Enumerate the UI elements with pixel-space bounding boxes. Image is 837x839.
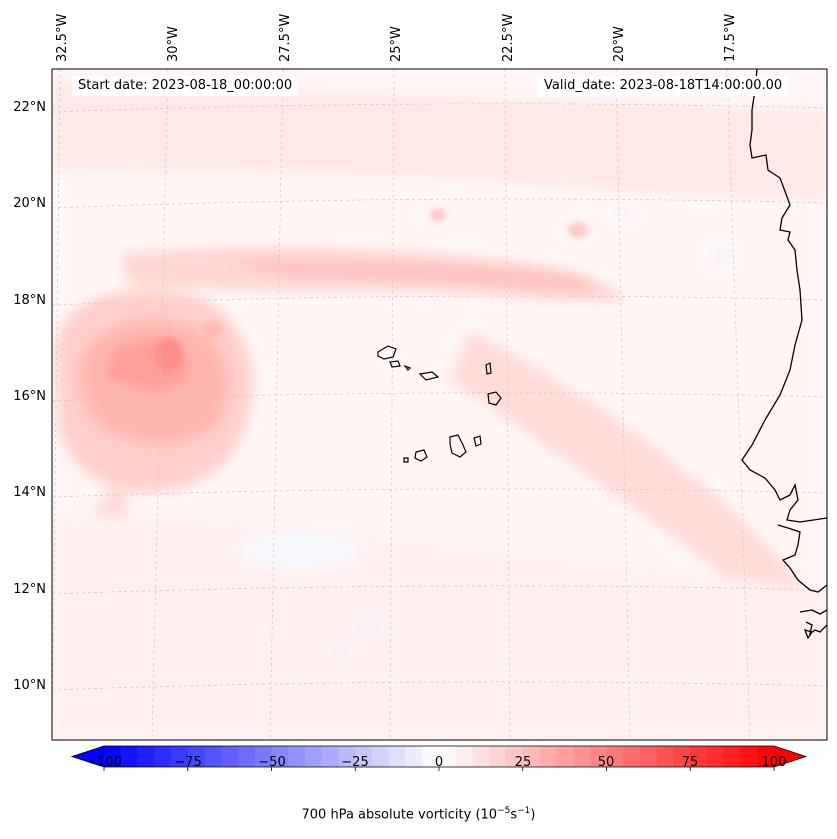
- colorbar-title-mid: s: [510, 807, 518, 823]
- coastline: [741, 69, 827, 640]
- colorbar-swatch: [439, 746, 457, 767]
- colorbar-swatch: [623, 746, 641, 767]
- colorbar-swatch: [740, 746, 758, 767]
- colorbar-swatch: [355, 746, 373, 767]
- colorbar-swatch: [723, 746, 742, 767]
- lat-label: 12°N: [13, 582, 46, 597]
- colorbar-title: 700 hPa absolute vorticity (10−5s−1): [0, 806, 837, 822]
- islands: [377, 345, 502, 463]
- lat-label: 20°N: [13, 196, 46, 211]
- colorbar-swatch: [120, 746, 139, 767]
- colorbar-tick: −75: [174, 755, 201, 770]
- lat-label: 10°N: [13, 678, 46, 693]
- colorbar-tick: −100: [86, 755, 122, 770]
- colorbar-swatch: [305, 746, 323, 767]
- vorticity-field: [52, 69, 827, 740]
- colorbar-title-prefix: 700 hPa absolute vorticity (10: [301, 807, 498, 823]
- colorbar-swatch: [539, 746, 557, 767]
- colorbar-swatch: [221, 746, 239, 767]
- colorbar-swatch: [254, 746, 273, 767]
- colorbar-swatch: [338, 746, 356, 767]
- colorbar-swatch: [154, 746, 172, 767]
- colorbar-extend-min: [72, 746, 104, 767]
- colorbar-swatch: [187, 746, 206, 767]
- lon-label: 27.5°W: [278, 14, 293, 62]
- gridlines: [52, 69, 827, 740]
- colorbar-swatch: [288, 746, 306, 767]
- colorbar-title-exp2: −1: [517, 806, 531, 816]
- colorbar-title-suffix: ): [530, 807, 536, 823]
- colorbar-swatch: [656, 746, 675, 767]
- colorbar-swatch: [589, 746, 608, 767]
- colorbar-swatch: [171, 746, 189, 767]
- colorbar-tick: 0: [435, 755, 443, 770]
- lon-label: 22.5°W: [501, 14, 516, 62]
- colorbar-swatch: [405, 746, 423, 767]
- colorbar-swatch: [606, 746, 624, 767]
- colorbar-swatch: [238, 746, 256, 767]
- lat-label: 22°N: [13, 100, 46, 115]
- colorbar-swatch: [573, 746, 591, 767]
- colorbar-swatch: [489, 746, 507, 767]
- colorbar: [70, 745, 808, 771]
- colorbar-swatch: [522, 746, 541, 767]
- colorbar-swatch: [271, 746, 289, 767]
- lon-label: 32.5°W: [55, 14, 70, 62]
- lon-label: 17.5°W: [723, 14, 738, 62]
- lat-label: 14°N: [13, 485, 46, 500]
- colorbar-swatch: [388, 746, 407, 767]
- map-frame: [51, 68, 828, 741]
- colorbar-swatch: [472, 746, 490, 767]
- colorbar-swatch: [137, 746, 155, 767]
- colorbar-swatch: [422, 746, 440, 767]
- colorbar-tick: 50: [598, 755, 615, 770]
- colorbar-tick: −50: [258, 755, 285, 770]
- colorbar-swatch: [757, 746, 775, 767]
- colorbar-swatch: [506, 746, 524, 767]
- colorbar-swatch: [673, 746, 691, 767]
- colorbar-tick: 75: [682, 755, 699, 770]
- lat-labels: 22°N 20°N 18°N 16°N 14°N 12°N 10°N: [13, 100, 46, 693]
- colorbar-tick: 100: [762, 755, 787, 770]
- colorbar-ticks: −100 −75 −50 −25 0 25 50 75 100: [86, 755, 786, 770]
- lat-label: 18°N: [13, 293, 46, 308]
- start-date-label: Start date: 2023-08-18_00:00:00: [72, 76, 299, 96]
- colorbar-swatch: [455, 746, 474, 767]
- colorbar-title-exp1: −5: [497, 806, 511, 816]
- colorbar-swatch: [204, 746, 222, 767]
- colorbar-swatch: [372, 746, 390, 767]
- colorbar-swatch: [707, 746, 725, 767]
- lon-label: 30°W: [166, 26, 181, 62]
- colorbar-tick: −25: [341, 755, 368, 770]
- colorbar-tick: 25: [515, 755, 532, 770]
- lon-labels: 32.5°W 30°W 27.5°W 25°W 22.5°W 20°W 17.5…: [55, 14, 738, 62]
- colorbar-swatch: [690, 746, 708, 767]
- valid-date-label: Valid_date: 2023-08-18T14:00:00.00: [538, 76, 789, 96]
- colorbar-swatch: [104, 746, 122, 767]
- colorbar-swatch: [321, 746, 340, 767]
- colorbar-extend-max: [774, 746, 806, 767]
- colorbar-swatch: [640, 746, 658, 767]
- lat-label: 16°N: [13, 389, 46, 404]
- lon-label: 20°W: [612, 26, 627, 62]
- colorbar-swatch: [556, 746, 574, 767]
- lon-label: 25°W: [389, 26, 404, 62]
